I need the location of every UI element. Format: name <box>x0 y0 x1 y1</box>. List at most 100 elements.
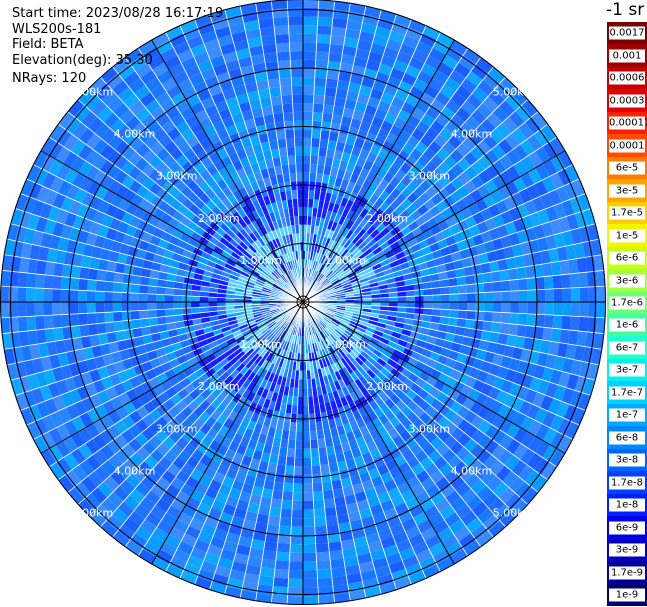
field-cell <box>395 411 408 423</box>
field-cell <box>176 268 187 277</box>
field-cell <box>69 277 80 291</box>
field-cell <box>294 216 299 226</box>
field-cell <box>85 165 100 181</box>
field-cell <box>366 369 377 379</box>
field-cell <box>277 277 286 286</box>
field-cell <box>482 272 493 284</box>
field-cell <box>344 310 354 316</box>
field-cell <box>32 230 44 247</box>
field-cell <box>364 487 378 500</box>
field-cell <box>85 357 98 372</box>
field-cell <box>353 56 368 68</box>
field-cell <box>270 289 280 295</box>
field-cell <box>445 235 457 247</box>
field-cell <box>311 260 317 270</box>
field-cell <box>267 231 276 241</box>
field-cell <box>520 348 532 363</box>
field-cell <box>579 287 589 302</box>
field-cell <box>349 371 359 382</box>
field-cell <box>562 357 574 374</box>
ray-line <box>224 301 304 595</box>
field-cell <box>166 505 182 520</box>
field-cell <box>296 172 303 182</box>
field-cell <box>321 121 332 132</box>
field-cell <box>475 302 485 312</box>
field-cell <box>161 337 172 348</box>
field-cell <box>137 461 153 476</box>
field-cell <box>324 156 334 167</box>
field-cell <box>354 250 364 259</box>
field-cell <box>434 256 445 267</box>
field-cell <box>249 98 262 110</box>
field-cell <box>52 395 66 412</box>
field-cell <box>189 517 205 532</box>
field-cell <box>308 259 312 269</box>
field-cell <box>392 348 403 359</box>
field-cell <box>192 318 202 326</box>
field-cell <box>515 105 532 123</box>
field-cell <box>406 476 421 490</box>
field-cell <box>296 181 303 191</box>
field-cell <box>315 51 330 62</box>
field-cell <box>256 227 265 238</box>
field-cell <box>428 541 446 557</box>
field-cell <box>364 104 378 117</box>
field-cell <box>92 449 108 466</box>
field-cell <box>433 133 448 148</box>
field-cell <box>340 237 349 247</box>
field-cell <box>243 225 253 236</box>
field-cell <box>233 221 244 232</box>
field-cell <box>177 388 189 400</box>
field-cell <box>276 317 285 325</box>
field-cell <box>289 552 303 562</box>
field-cell <box>242 238 252 248</box>
field-cell <box>342 376 351 387</box>
field-cell <box>423 302 433 309</box>
field-cell <box>480 330 491 342</box>
ray-line <box>302 301 382 595</box>
field-cell <box>440 302 450 310</box>
field-cell <box>116 252 128 265</box>
field-cell <box>365 326 376 334</box>
field-cell <box>315 311 324 318</box>
field-cell <box>372 348 383 358</box>
field-cell <box>322 316 331 324</box>
field-cell <box>264 233 272 243</box>
field-cell <box>428 140 442 155</box>
field-cell <box>407 411 420 425</box>
field-cell <box>211 499 226 512</box>
colorbar-label: 0.0003 <box>609 94 645 108</box>
field-cell <box>320 411 329 422</box>
field-cell <box>152 527 169 542</box>
field-cell <box>495 199 509 215</box>
field-cell <box>419 268 430 277</box>
field-cell <box>358 375 369 386</box>
field-cell <box>430 98 446 114</box>
field-cell <box>32 357 44 374</box>
field-cell <box>179 570 198 585</box>
field-cell <box>360 336 371 345</box>
field-cell <box>245 247 255 257</box>
field-cell <box>190 231 202 242</box>
field-cell <box>553 384 567 402</box>
field-cell <box>181 533 198 548</box>
field-cell <box>271 324 279 333</box>
field-cell <box>89 393 103 409</box>
field-cell <box>582 378 596 396</box>
field-cell <box>251 107 264 119</box>
field-cell <box>442 253 454 264</box>
field-cell <box>97 389 111 405</box>
field-cell <box>251 219 260 230</box>
field-cell <box>318 594 335 605</box>
field-cell <box>156 519 174 535</box>
field-cell <box>18 330 30 347</box>
ray-line <box>302 164 574 303</box>
field-cell <box>64 469 82 488</box>
field-cell <box>527 289 537 302</box>
field-cell <box>379 391 390 403</box>
field-cell <box>284 313 292 320</box>
field-cell <box>526 184 541 200</box>
field-cell <box>220 345 231 354</box>
